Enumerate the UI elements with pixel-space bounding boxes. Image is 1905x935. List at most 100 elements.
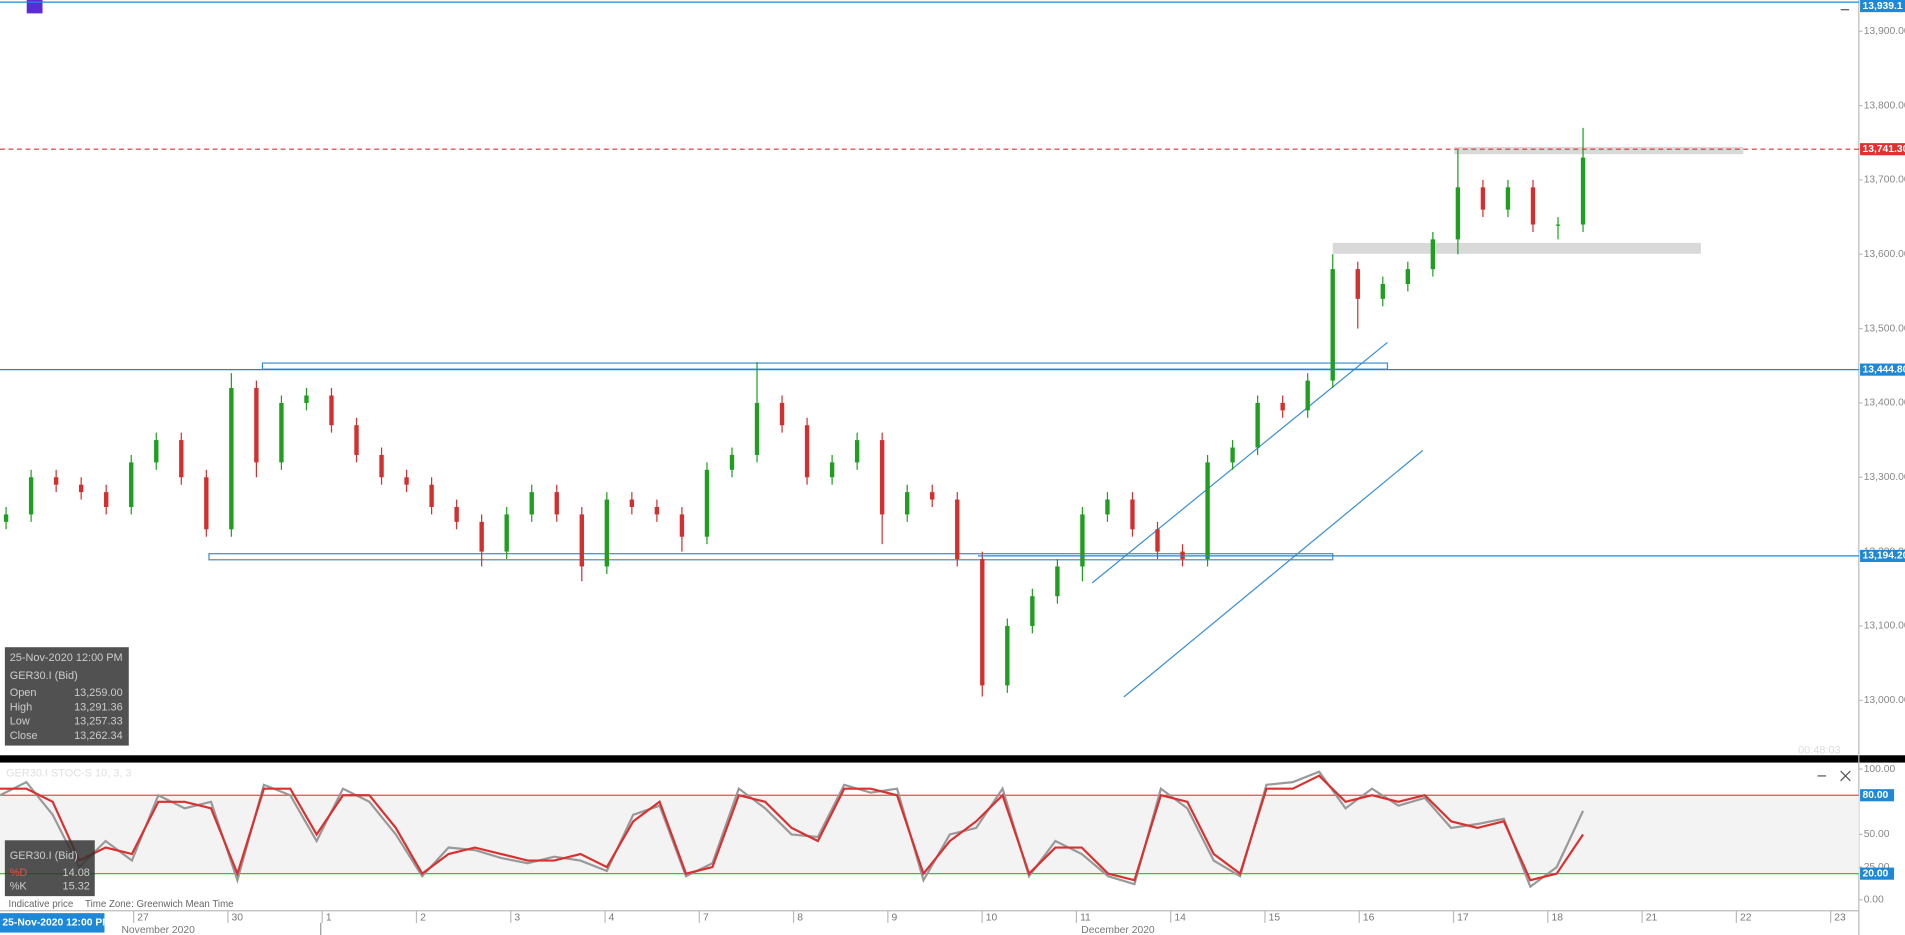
- x-tick-label: 21: [1646, 913, 1658, 924]
- candle-body: [179, 440, 184, 478]
- candle-body: [1505, 187, 1511, 210]
- candle-body: [930, 492, 935, 500]
- stoch-line: [0, 774, 1584, 882]
- level-label-box: [1860, 789, 1895, 802]
- candle-body: [154, 440, 159, 463]
- candle-body: [654, 506, 660, 515]
- candle-body: [1330, 269, 1335, 381]
- range-box: [208, 553, 1334, 561]
- y-tick-label: 13,900.00: [1864, 26, 1905, 37]
- candle-body: [1305, 380, 1310, 411]
- candle-body: [304, 395, 309, 403]
- candle-body: [1455, 187, 1461, 240]
- info-label: Open: [10, 687, 37, 699]
- x-tick-label: 1: [326, 913, 332, 924]
- info-symbol: GER30.I (Bid): [10, 670, 78, 682]
- info-label: Low: [10, 716, 30, 728]
- y-tick-label: 50.00: [1864, 829, 1890, 840]
- candle-body: [379, 454, 384, 478]
- x-tick-label: 2: [420, 913, 426, 924]
- zone: [1454, 146, 1744, 155]
- footer-note: Time Zone: Greenwich Mean Time: [85, 899, 234, 910]
- close-button[interactable]: [1840, 770, 1851, 782]
- x-tick-label: 14: [1174, 913, 1186, 924]
- candle-body: [1280, 402, 1285, 411]
- candle-body: [204, 477, 209, 530]
- candle-body: [354, 425, 359, 455]
- timer: 00:48:03: [1798, 744, 1841, 756]
- candle-body: [1480, 187, 1486, 210]
- candle-body: [1530, 187, 1536, 225]
- stoch-line: [0, 770, 1585, 889]
- info-label: High: [10, 701, 32, 713]
- info-value: 13,262.34: [74, 730, 123, 742]
- price-label-box: [1860, 549, 1905, 562]
- x-tick-label: 15: [1269, 913, 1281, 924]
- x-tick-label: 10: [986, 913, 998, 924]
- candle-body: [104, 492, 109, 507]
- level-label: 20.00: [1862, 868, 1888, 879]
- info-box: [4, 840, 95, 897]
- candle-body: [1405, 269, 1411, 284]
- y-tick-label: 13,000.00: [1864, 695, 1905, 706]
- x-tick-label: 22: [1740, 913, 1752, 924]
- zone: [1332, 242, 1701, 254]
- candle-body: [429, 484, 434, 507]
- candle-body: [254, 388, 259, 463]
- candle-body: [854, 440, 860, 463]
- price-label: 13,741.30: [1862, 144, 1905, 155]
- y-tick-label: 13,500.00: [1864, 323, 1905, 334]
- price-label: 13,194.20: [1862, 551, 1905, 562]
- candle-body: [529, 492, 534, 515]
- candle-body: [329, 395, 334, 426]
- x-tick-label: 11: [1080, 913, 1091, 924]
- candle-body: [1355, 269, 1360, 299]
- info-value: 14.08: [63, 867, 90, 879]
- candle-body: [554, 492, 559, 515]
- drawing-objects: [208, 146, 1744, 698]
- candle-body: [804, 425, 810, 478]
- x-tick-label: 3: [514, 913, 520, 924]
- x-tick-label: 17: [1457, 913, 1469, 924]
- candle-body: [28, 477, 34, 515]
- y-tick-label: 100.00: [1864, 764, 1896, 775]
- candle-body: [454, 506, 459, 522]
- level-label: 80.00: [1862, 790, 1888, 801]
- candle-body: [879, 440, 885, 515]
- x-tick-label: 8: [797, 913, 803, 924]
- candle-body: [53, 477, 59, 485]
- x-tick-label: 27: [137, 913, 149, 924]
- candle-body: [1580, 157, 1586, 225]
- candle-body: [1205, 462, 1210, 560]
- overbought-band: [0, 795, 1859, 874]
- x-tick-label: 30: [232, 913, 244, 924]
- candle-body: [754, 402, 760, 455]
- candle-body: [679, 514, 685, 537]
- cursor-label: 25-Nov-2020 12:00 PM: [2, 918, 110, 929]
- candle-body: [229, 388, 234, 530]
- candle-body: [1255, 402, 1260, 448]
- x-tick-label: 23: [1834, 913, 1846, 924]
- y-tick-label: 13,300.00: [1864, 472, 1905, 483]
- indicator-title: GER30.I STOC-S 10, 3, 3: [6, 767, 131, 779]
- footer-note: Indicative price: [9, 899, 74, 910]
- channel-line: [1123, 450, 1424, 698]
- candle-body: [1005, 625, 1010, 686]
- info-label: %D: [10, 867, 28, 879]
- panel-separator: [0, 755, 1905, 763]
- price-label-box: [1860, 363, 1905, 376]
- info-box: [4, 647, 129, 746]
- info-value: 13,291.36: [74, 701, 123, 713]
- y-tick-label: 13,400.00: [1864, 398, 1905, 409]
- app-icon[interactable]: [26, 0, 43, 14]
- price-label: 13,444.80: [1862, 364, 1905, 375]
- price-label-box: [1860, 0, 1905, 13]
- candle-body: [3, 514, 9, 522]
- candle-body: [404, 477, 409, 485]
- info-value: 13,259.00: [74, 687, 123, 699]
- candle-body: [1430, 239, 1436, 270]
- candle-body: [78, 484, 84, 493]
- x-tick-label: 9: [892, 913, 898, 924]
